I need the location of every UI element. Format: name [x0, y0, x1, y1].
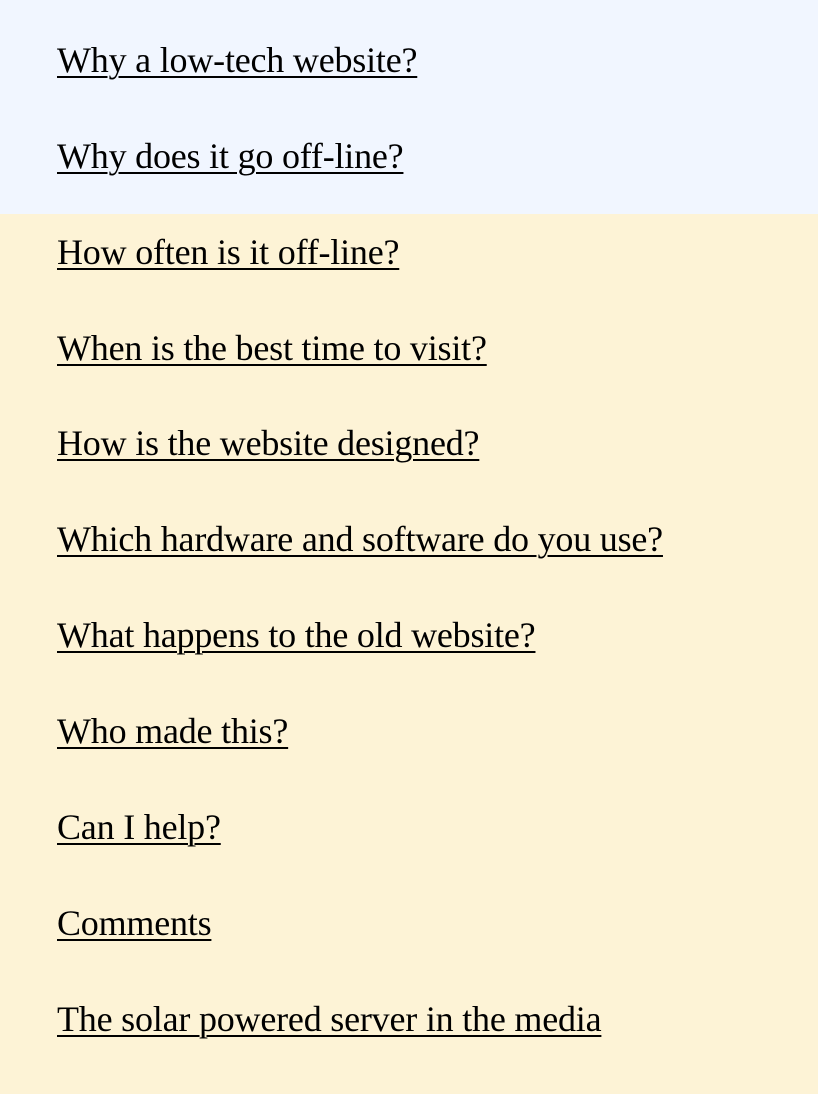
toc-link-who-made[interactable]: Who made this?	[57, 711, 289, 751]
toc-item-website-design: How is the website designed?	[57, 421, 480, 465]
toc-item-comments: Comments	[57, 901, 212, 945]
highlighted-top-band	[0, 0, 818, 214]
toc-link-website-design[interactable]: How is the website designed?	[57, 423, 480, 463]
toc-item-hardware-software: Which hardware and software do you use?	[57, 517, 663, 561]
toc-link-how-often-offline[interactable]: How often is it off-line?	[57, 232, 400, 272]
toc-link-in-the-media[interactable]: The solar powered server in the media	[57, 999, 602, 1039]
toc-item-can-i-help: Can I help?	[57, 805, 221, 849]
toc-item-why-low-tech: Why a low-tech website?	[57, 38, 417, 82]
toc-item-old-website: What happens to the old website?	[57, 613, 536, 657]
toc-link-comments[interactable]: Comments	[57, 903, 212, 943]
toc-item-in-the-media: The solar powered server in the media	[57, 997, 602, 1041]
toc-link-can-i-help[interactable]: Can I help?	[57, 807, 221, 847]
toc-link-old-website[interactable]: What happens to the old website?	[57, 615, 536, 655]
toc-link-why-offline[interactable]: Why does it go off-line?	[57, 136, 404, 176]
toc-item-best-time: When is the best time to visit?	[57, 326, 487, 370]
toc-link-best-time[interactable]: When is the best time to visit?	[57, 328, 487, 368]
toc-link-why-low-tech[interactable]: Why a low-tech website?	[57, 40, 418, 80]
toc-link-hardware-software[interactable]: Which hardware and software do you use?	[57, 519, 663, 559]
toc-item-how-often-offline: How often is it off-line?	[57, 230, 399, 274]
toc-item-why-offline: Why does it go off-line?	[57, 134, 404, 178]
toc-item-who-made: Who made this?	[57, 709, 288, 753]
